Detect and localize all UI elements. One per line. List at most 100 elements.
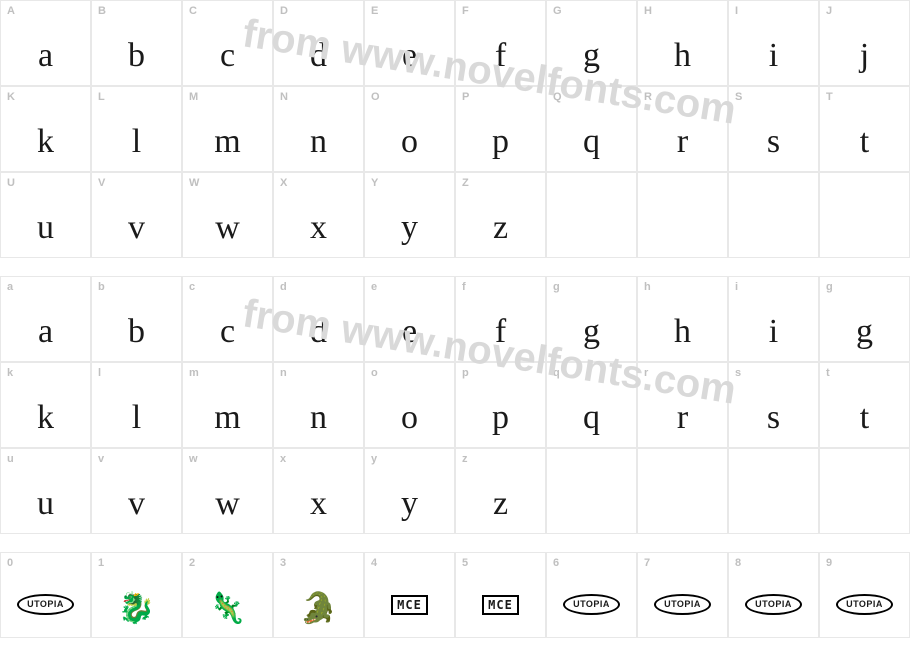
charmap-cell: ww [182, 448, 273, 534]
charmap-cell: Rr [637, 86, 728, 172]
cell-label: Q [553, 91, 562, 103]
charmap-cell: Ii [728, 0, 819, 86]
cell-label: d [280, 281, 287, 293]
charmap-cell: nn [273, 362, 364, 448]
cell-glyph: g [547, 39, 636, 73]
cell-glyph: a [1, 315, 90, 349]
cell-glyph: c [183, 39, 272, 73]
cell-glyph: b [92, 315, 181, 349]
cell-glyph: 🐊 [274, 591, 363, 625]
cell-label: r [644, 367, 648, 379]
charmap-cell: rr [637, 362, 728, 448]
charmap-cell: Ee [364, 0, 455, 86]
cell-glyph: f [456, 315, 545, 349]
cell-label: U [7, 177, 15, 189]
cell-label: J [826, 5, 832, 17]
charmap-cell: ii [728, 276, 819, 362]
cell-label: 8 [735, 557, 741, 569]
cell-label: 0 [7, 557, 13, 569]
charmap-cell: pp [455, 362, 546, 448]
cell-label: e [371, 281, 377, 293]
cell-label: u [7, 453, 14, 465]
cell-glyph: UTOPIA [729, 591, 818, 615]
cell-glyph: MCE [365, 593, 454, 615]
cell-label: i [735, 281, 738, 293]
charmap-section-uppercase: AaBbCcDdEeFfGgHhIiJjKkLlMmNnOoPpQqRrSsTt… [0, 0, 910, 258]
charmap-cell: qq [546, 362, 637, 448]
charmap-cell: kk [0, 362, 91, 448]
charmap-cell: oo [364, 362, 455, 448]
cell-glyph: m [183, 125, 272, 159]
charmap-cell: 5MCE [455, 552, 546, 638]
cell-glyph: k [1, 401, 90, 435]
charmap-cell: ss [728, 362, 819, 448]
charmap-cell: Oo [364, 86, 455, 172]
cell-label: N [280, 91, 288, 103]
cell-glyph: s [729, 401, 818, 435]
charmap-cell: 1🐉 [91, 552, 182, 638]
cell-glyph: w [183, 211, 272, 245]
cell-label: f [462, 281, 466, 293]
charmap-cell: zz [455, 448, 546, 534]
cell-label: T [826, 91, 833, 103]
cell-glyph: p [456, 125, 545, 159]
cell-glyph: n [274, 401, 363, 435]
cell-glyph: v [92, 487, 181, 521]
cell-glyph: w [183, 487, 272, 521]
charmap-cell: Zz [455, 172, 546, 258]
cell-label: z [462, 453, 468, 465]
cell-glyph: r [638, 125, 727, 159]
charmap-cell: Uu [0, 172, 91, 258]
cell-label: k [7, 367, 13, 379]
cell-glyph: g [820, 315, 909, 349]
cell-label: S [735, 91, 742, 103]
charmap-cell [728, 172, 819, 258]
cell-glyph: u [1, 211, 90, 245]
cell-glyph: 🦎 [183, 591, 272, 625]
charmap-cell: cc [182, 276, 273, 362]
cell-glyph: b [92, 39, 181, 73]
cell-glyph: e [365, 315, 454, 349]
cell-label: 3 [280, 557, 286, 569]
charmap-cell [546, 172, 637, 258]
section-gap [0, 534, 911, 552]
charmap-cell: ll [91, 362, 182, 448]
charmap-section-lowercase: aabbccddeeffgghhiiggkkllmmnnooppqqrrsstt… [0, 276, 910, 534]
cell-glyph: 🐉 [92, 591, 181, 625]
charmap-cell [546, 448, 637, 534]
cell-label: o [371, 367, 378, 379]
charmap-cell [819, 448, 910, 534]
charmap-cell: 2🦎 [182, 552, 273, 638]
cell-label: 1 [98, 557, 104, 569]
cell-glyph: x [274, 487, 363, 521]
charmap-cell: Hh [637, 0, 728, 86]
charmap-cell: 4MCE [364, 552, 455, 638]
cell-label: C [189, 5, 197, 17]
charmap-cell: Ss [728, 86, 819, 172]
cell-label: x [280, 453, 286, 465]
cell-label: 5 [462, 557, 468, 569]
cell-label: s [735, 367, 741, 379]
cell-label: v [98, 453, 104, 465]
charmap-cell: mm [182, 362, 273, 448]
charmap-cell: Yy [364, 172, 455, 258]
cell-glyph: q [547, 401, 636, 435]
charmap-cell: Bb [91, 0, 182, 86]
cell-glyph: i [729, 39, 818, 73]
charmap-cell: ee [364, 276, 455, 362]
cell-label: m [189, 367, 199, 379]
cell-glyph: k [1, 125, 90, 159]
cell-label: 9 [826, 557, 832, 569]
charmap-cell: Ff [455, 0, 546, 86]
cell-label: g [826, 281, 833, 293]
cell-label: M [189, 91, 198, 103]
charmap-cell: 3🐊 [273, 552, 364, 638]
charmap-cell [819, 172, 910, 258]
cell-label: y [371, 453, 377, 465]
cell-glyph: l [92, 125, 181, 159]
cell-glyph: t [820, 401, 909, 435]
charmap-cell: Qq [546, 86, 637, 172]
cell-glyph: y [365, 487, 454, 521]
cell-label: E [371, 5, 378, 17]
charmap-cell: ff [455, 276, 546, 362]
